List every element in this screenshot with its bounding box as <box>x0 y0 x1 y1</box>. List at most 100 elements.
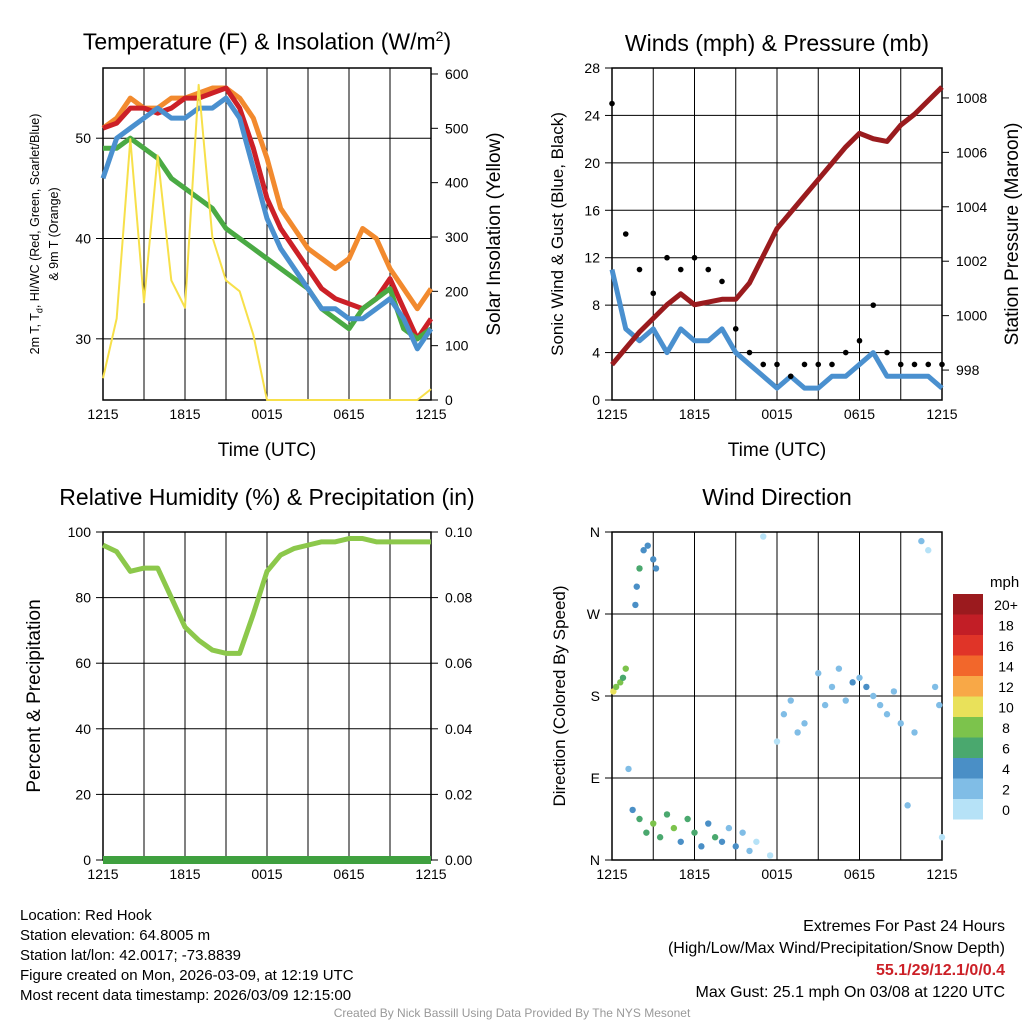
wind-direction-point <box>870 692 877 700</box>
wind-direction-point <box>849 679 856 686</box>
y-tick-label: 20 <box>584 155 600 171</box>
legend-label: 20+ <box>994 597 1018 613</box>
temp-ylabel-right: Solar Insolation (Yellow) <box>484 132 505 336</box>
wind-direction-point <box>766 852 774 859</box>
legend-label: 16 <box>998 638 1014 654</box>
gust-point <box>677 266 684 273</box>
wind-direction-point <box>705 820 712 827</box>
wind-direction-point <box>739 829 746 836</box>
legend-swatch <box>953 614 983 635</box>
recent-timestamp: Most recent data timestamp: 2026/03/09 1… <box>20 987 352 1004</box>
x-tick-label: 0615 <box>333 866 364 882</box>
wind-direction-point <box>670 824 678 832</box>
wind-direction-point <box>643 829 650 836</box>
temp-ylabel: 2m T, Td, HI/WC (Red, Green, Scarlet/Blu… <box>28 113 61 355</box>
x-tick-label: 0615 <box>333 406 364 422</box>
x-tick-label: 1215 <box>415 406 446 422</box>
wind-direction-point <box>931 683 939 691</box>
extremes-panel: Extremes For Past 24 Hours (High/Low/Max… <box>668 916 1005 1004</box>
plot-frame <box>611 67 943 401</box>
x-tick-label: 0015 <box>761 866 792 882</box>
y-tick-label: 60 <box>75 655 91 671</box>
wind-direction-point <box>897 720 904 727</box>
y-right-tick-label: 600 <box>445 66 469 82</box>
legend-swatch <box>953 676 983 697</box>
y-right-tick-label: 200 <box>445 283 469 299</box>
gust-point <box>609 100 615 107</box>
series-line-sonic-wind <box>609 269 944 391</box>
gust-point <box>719 278 725 285</box>
y-tick-label: E <box>591 770 600 786</box>
y-right-tick-label: 0.06 <box>445 655 472 671</box>
y-tick-label: 4 <box>592 345 600 361</box>
x-tick-label: 1815 <box>169 406 200 422</box>
gust-point <box>705 266 712 273</box>
wind-ylabel: Sonic Wind & Gust (Blue, Black) <box>548 112 567 356</box>
wind-direction-point <box>925 547 932 554</box>
x-tick-label: 1815 <box>169 866 200 882</box>
y-right-tick-label: 1006 <box>956 144 987 160</box>
y-right-tick-label: 0.10 <box>445 524 472 540</box>
wind-direction-point <box>725 824 733 832</box>
x-tick-label: 1215 <box>415 866 446 882</box>
x-tick-label: 0015 <box>251 866 282 882</box>
y-tick-label: 80 <box>75 590 91 606</box>
legend-swatch <box>953 758 983 779</box>
wind-direction-point <box>918 537 925 545</box>
gust-point <box>622 231 629 237</box>
y-right-tick-label: 0.08 <box>445 590 472 606</box>
y-tick-label: 40 <box>75 721 91 737</box>
extremes-values: 55.1/29/12.1/0/0.4 <box>876 962 1005 979</box>
x-tick-label: 1815 <box>679 406 710 422</box>
wind-direction-point <box>625 765 632 773</box>
station-info: Location: Red Hook Station elevation: 64… <box>20 906 354 1006</box>
wind-direction-point <box>842 697 849 704</box>
x-tick-label: 1815 <box>679 866 710 882</box>
gust-point <box>787 373 794 380</box>
wind-direction-point <box>619 674 627 681</box>
gust-point <box>691 254 698 261</box>
legend-swatch <box>953 717 983 738</box>
gust-point <box>884 349 890 356</box>
winddir-ylabel: Direction (Colored By Speed) <box>550 585 569 807</box>
y-right-tick-label: 998 <box>956 362 980 378</box>
legend-label: 18 <box>998 618 1014 634</box>
wind-direction-point <box>612 683 620 691</box>
series-line-relative-humidity <box>101 536 431 656</box>
y-right-tick-label: 1008 <box>956 90 987 106</box>
wind-xlabel: Time (UTC) <box>727 440 827 461</box>
gust-point <box>829 361 835 368</box>
wind-direction-point <box>732 843 739 850</box>
series-line-solar-insolation <box>102 83 432 401</box>
legend-label: 0 <box>1002 802 1010 818</box>
gust-point <box>746 349 753 356</box>
wind-direction-point <box>718 838 726 845</box>
extremes-title: Extremes For Past 24 Hours <box>803 918 1005 935</box>
wind-direction-point <box>835 665 843 672</box>
y-right-tick-label: 400 <box>445 175 469 191</box>
wind-direction-point <box>911 729 918 736</box>
y-tick-label: 20 <box>75 786 91 802</box>
gust-point <box>939 361 945 368</box>
wind-direction-point <box>828 683 836 691</box>
y-tick-label: 50 <box>75 130 91 146</box>
elevation: Station elevation: 64.8005 m <box>20 927 211 944</box>
wind-ylabel-right: Station Pressure (Maroon) <box>1002 122 1023 346</box>
wind-direction-point <box>633 583 640 590</box>
wind-direction-point <box>629 806 636 814</box>
wind-direction-point <box>760 533 767 540</box>
wind-direction-point <box>787 697 794 704</box>
legend-title: mph <box>990 574 1020 591</box>
wind-direction-point <box>652 565 660 572</box>
legend-label: 12 <box>998 679 1014 695</box>
x-tick-label: 0615 <box>844 406 875 422</box>
x-tick-label: 1215 <box>596 866 627 882</box>
x-tick-label: 0015 <box>761 406 792 422</box>
series-line-hi-wc <box>100 95 434 352</box>
legend-swatch <box>953 635 983 656</box>
y-tick-label: 12 <box>584 250 600 266</box>
y-tick-label: 16 <box>584 202 600 218</box>
credit: Created By Nick Bassill Using Data Provi… <box>333 1006 691 1020</box>
figure-created: Figure created on Mon, 2026-03-09, at 12… <box>20 967 354 984</box>
